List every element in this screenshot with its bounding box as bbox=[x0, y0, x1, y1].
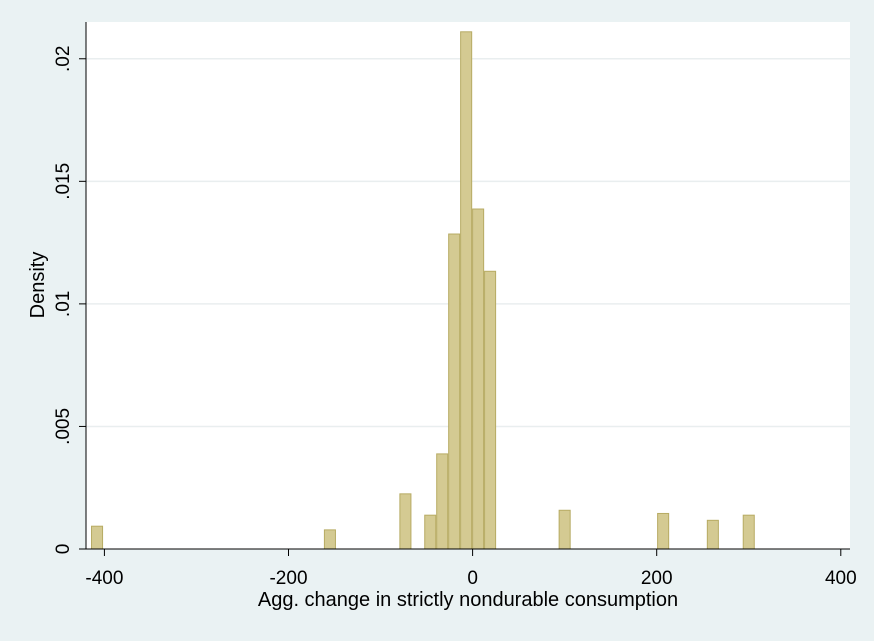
histogram-bar bbox=[460, 31, 473, 550]
histogram-bar bbox=[91, 525, 104, 550]
histogram-bar bbox=[742, 514, 755, 550]
x-tick-label: -400 bbox=[85, 568, 123, 589]
histogram-bar bbox=[424, 514, 437, 550]
histogram-bar bbox=[558, 509, 571, 550]
x-tick-label: 400 bbox=[825, 568, 857, 589]
y-tick-label: .005 bbox=[53, 408, 74, 445]
y-tick-label: .02 bbox=[53, 46, 74, 72]
bars-group bbox=[91, 31, 755, 550]
histogram-bar bbox=[448, 233, 461, 550]
histogram-bar bbox=[484, 270, 497, 550]
histogram-bar bbox=[706, 519, 719, 550]
y-tick-label: .01 bbox=[53, 291, 74, 317]
y-axis-label: Density bbox=[27, 252, 49, 319]
x-axis-label: Agg. change in strictly nondurable consu… bbox=[258, 589, 678, 611]
y-ticks: 0 .005 .01 .015 .02 bbox=[53, 46, 86, 555]
x-tick-label: 0 bbox=[467, 568, 478, 589]
histogram-bar bbox=[472, 208, 485, 550]
histogram-bar bbox=[323, 529, 336, 550]
y-tick-label: 0 bbox=[53, 544, 74, 555]
histogram-bar bbox=[657, 512, 670, 550]
x-ticks: -400 -200 0 200 400 bbox=[85, 549, 857, 589]
y-tick-label: .015 bbox=[53, 163, 74, 200]
x-tick-label: -200 bbox=[269, 568, 307, 589]
x-tick-label: 200 bbox=[641, 568, 673, 589]
histogram-bar bbox=[399, 493, 412, 550]
histogram-bar bbox=[436, 453, 449, 550]
